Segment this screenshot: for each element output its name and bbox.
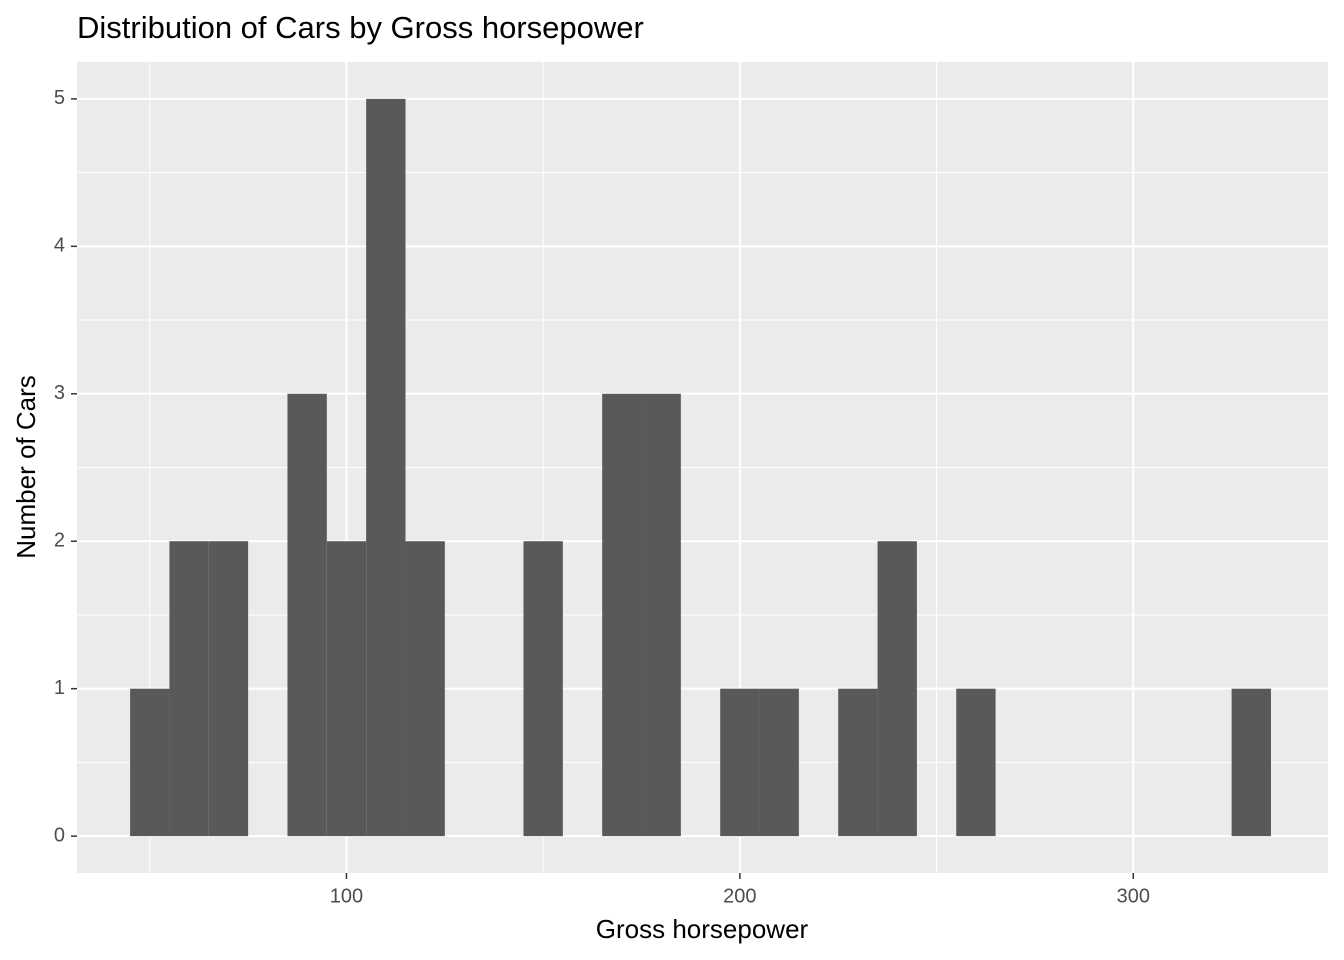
bar [287, 393, 327, 837]
y-tick-label: 4 [54, 235, 65, 257]
chart-title: Distribution of Cars by Gross horsepower [77, 10, 644, 45]
bar [877, 541, 917, 837]
x-axis-title: Gross horsepower [596, 914, 809, 944]
bar [130, 688, 170, 837]
bar [602, 393, 642, 837]
bar [720, 688, 760, 837]
y-tick-label: 0 [54, 824, 65, 846]
x-tick-label: 200 [723, 885, 756, 907]
bar [208, 541, 249, 837]
bar [838, 688, 878, 837]
bar [523, 541, 563, 837]
bar [366, 98, 406, 837]
bar [956, 688, 996, 837]
y-axis-title: Number of Cars [11, 375, 41, 559]
bar [326, 541, 367, 837]
bar [759, 688, 799, 837]
y-tick-label: 3 [54, 382, 65, 404]
bar [405, 541, 445, 837]
bar [641, 393, 681, 837]
y-tick-label: 5 [54, 87, 65, 109]
y-tick-label: 2 [54, 530, 65, 552]
bar [169, 541, 209, 837]
x-tick-label: 100 [330, 885, 363, 907]
bar [1231, 688, 1271, 837]
x-tick-label: 300 [1117, 885, 1150, 907]
y-tick-label: 1 [54, 677, 65, 699]
